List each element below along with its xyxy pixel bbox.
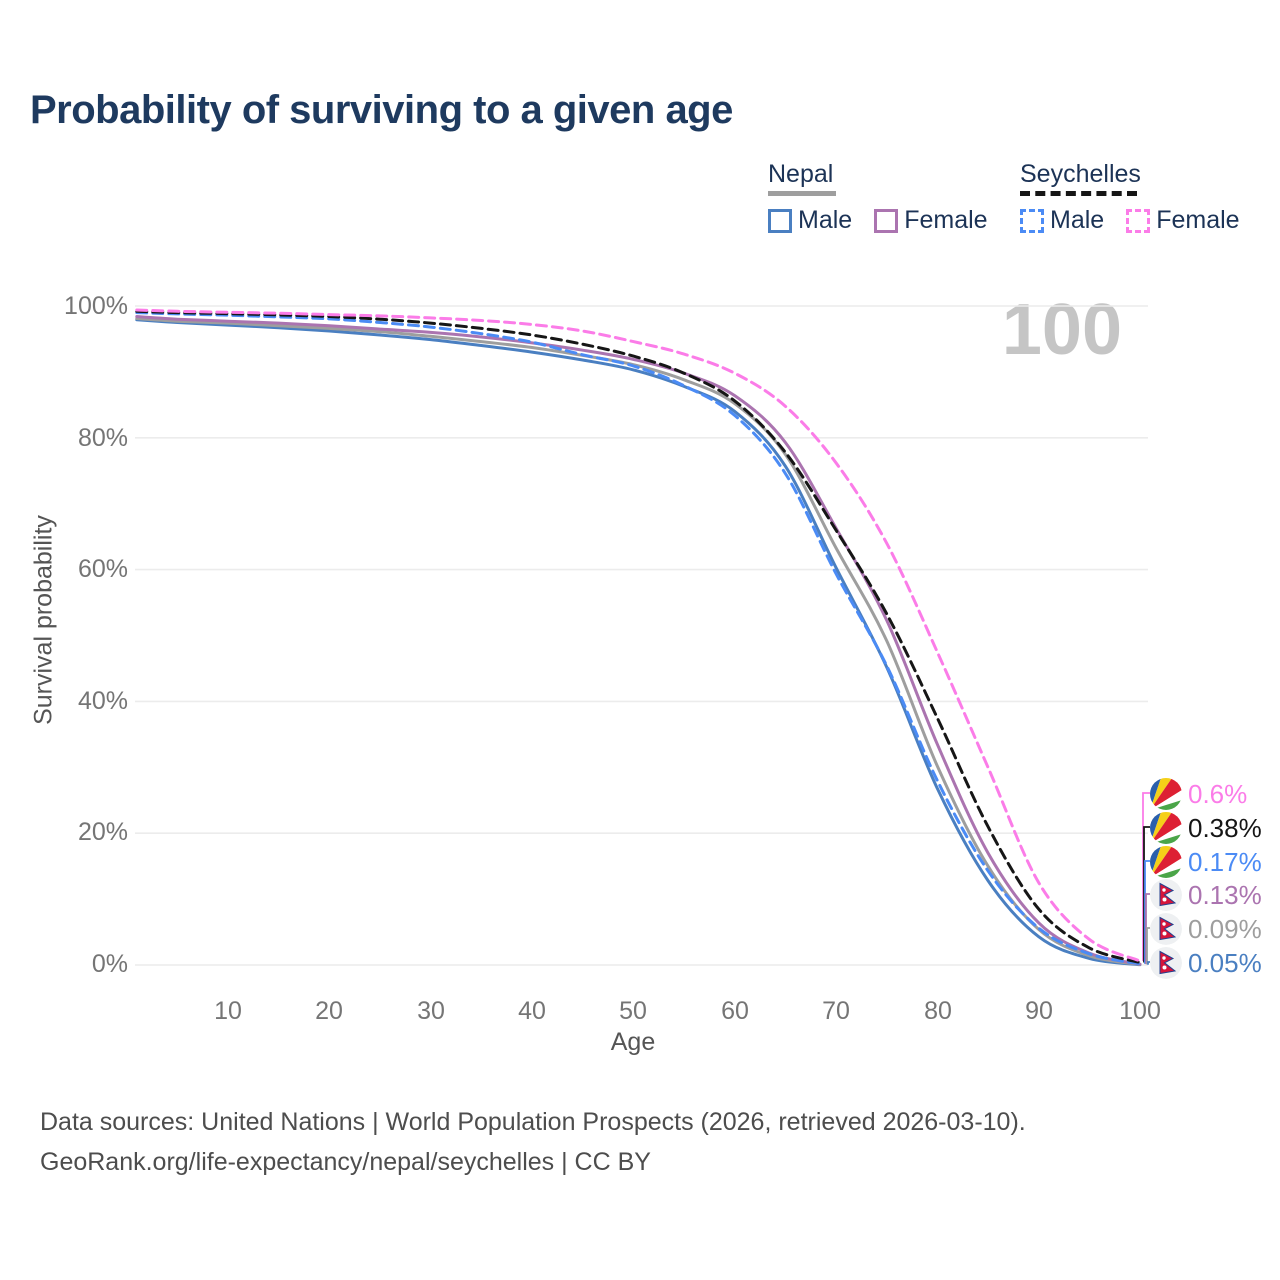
nepal-female-swatch-icon [874, 208, 899, 233]
end-value: 0.38% [1188, 812, 1262, 843]
line-seychelles-female[interactable] [135, 308, 1142, 963]
nepal-flag-icon [1150, 946, 1182, 979]
x-tick-40: 40 [518, 997, 546, 1025]
end-label-seychelles-female: 0.6% [1150, 777, 1247, 810]
x-tick-100: 100 [1119, 997, 1161, 1025]
nepal-male-swatch-icon [768, 208, 792, 233]
line-seychelles-male[interactable] [135, 311, 1142, 966]
leader-line-seychelles-female [1142, 792, 1150, 961]
x-tick-10: 10 [214, 997, 242, 1025]
legend-group-nepal: Nepal Male Female [768, 160, 988, 235]
end-label-nepal-both: 0.09% [1150, 912, 1262, 945]
x-tick-20: 20 [315, 997, 343, 1025]
y-tick-60: 60% [77, 555, 128, 583]
end-value: 0.6% [1188, 778, 1248, 809]
legend-item-nepal-male[interactable]: Male [768, 206, 852, 235]
x-tick-90: 90 [1025, 997, 1053, 1025]
legend-group-seychelles: Seychelles Male Female [1020, 160, 1240, 235]
end-value: 0.17% [1188, 846, 1262, 877]
y-tick-0: 0% [91, 950, 128, 978]
data-sources-note: Data sources: United Nations | World Pop… [40, 1108, 1026, 1136]
seychelles-flag-icon [1150, 845, 1182, 878]
end-value: 0.09% [1188, 913, 1262, 944]
x-axis-title: Age [610, 1028, 656, 1056]
nepal-solid-line-swatch [768, 191, 836, 196]
seychelles-dashed-line-swatch [1020, 191, 1137, 196]
nepal-flag-icon [1150, 912, 1182, 945]
legend-item-seychelles-female[interactable]: Female [1126, 206, 1240, 235]
y-tick-40: 40% [77, 687, 128, 715]
y-tick-80: 80% [77, 424, 128, 452]
legend-item-label: Female [904, 206, 988, 234]
legend-nepal-title[interactable]: Nepal [768, 160, 834, 188]
end-label-seychelles-both: 0.38% [1150, 811, 1262, 844]
seychelles-flag-icon [1150, 777, 1182, 810]
seychelles-female-swatch-icon [1126, 208, 1151, 233]
end-label-nepal-female: 0.13% [1150, 878, 1262, 911]
y-tick-20: 20% [77, 818, 128, 846]
y-tick-100: 100% [64, 292, 128, 320]
leader-line-nepal-male [1147, 961, 1150, 965]
x-tick-80: 80 [924, 997, 952, 1025]
leader-line-nepal-female [1145, 893, 1150, 965]
legend-item-label: Male [798, 206, 853, 234]
seychelles-flag-icon [1150, 811, 1182, 844]
chart-title: Probability of surviving to a given age [30, 88, 733, 132]
legend-item-label: Female [1156, 206, 1240, 234]
leader-line-seychelles-both [1143, 826, 1150, 963]
x-tick-60: 60 [721, 997, 749, 1025]
line-seychelles-both[interactable] [135, 309, 1142, 964]
end-value: 0.13% [1188, 879, 1262, 910]
x-tick-30: 30 [417, 997, 445, 1025]
end-label-nepal-male: 0.05% [1150, 946, 1262, 979]
legend-seychelles-title[interactable]: Seychelles [1020, 160, 1141, 188]
legend-item-nepal-female[interactable]: Female [874, 206, 988, 235]
leader-line-seychelles-male [1144, 860, 1150, 964]
x-tick-70: 70 [822, 997, 850, 1025]
leader-line-nepal-both [1146, 927, 1150, 965]
legend-item-seychelles-male[interactable]: Male [1020, 206, 1104, 235]
attribution-note: GeoRank.org/life-expectancy/nepal/seyche… [40, 1148, 651, 1176]
end-value: 0.05% [1188, 947, 1262, 978]
legend-item-label: Male [1050, 206, 1105, 234]
line-nepal-both[interactable] [135, 317, 1142, 966]
end-label-seychelles-male: 0.17% [1150, 845, 1262, 878]
nepal-flag-icon [1150, 878, 1182, 911]
x-tick-50: 50 [619, 997, 647, 1025]
seychelles-male-swatch-icon [1020, 208, 1044, 233]
